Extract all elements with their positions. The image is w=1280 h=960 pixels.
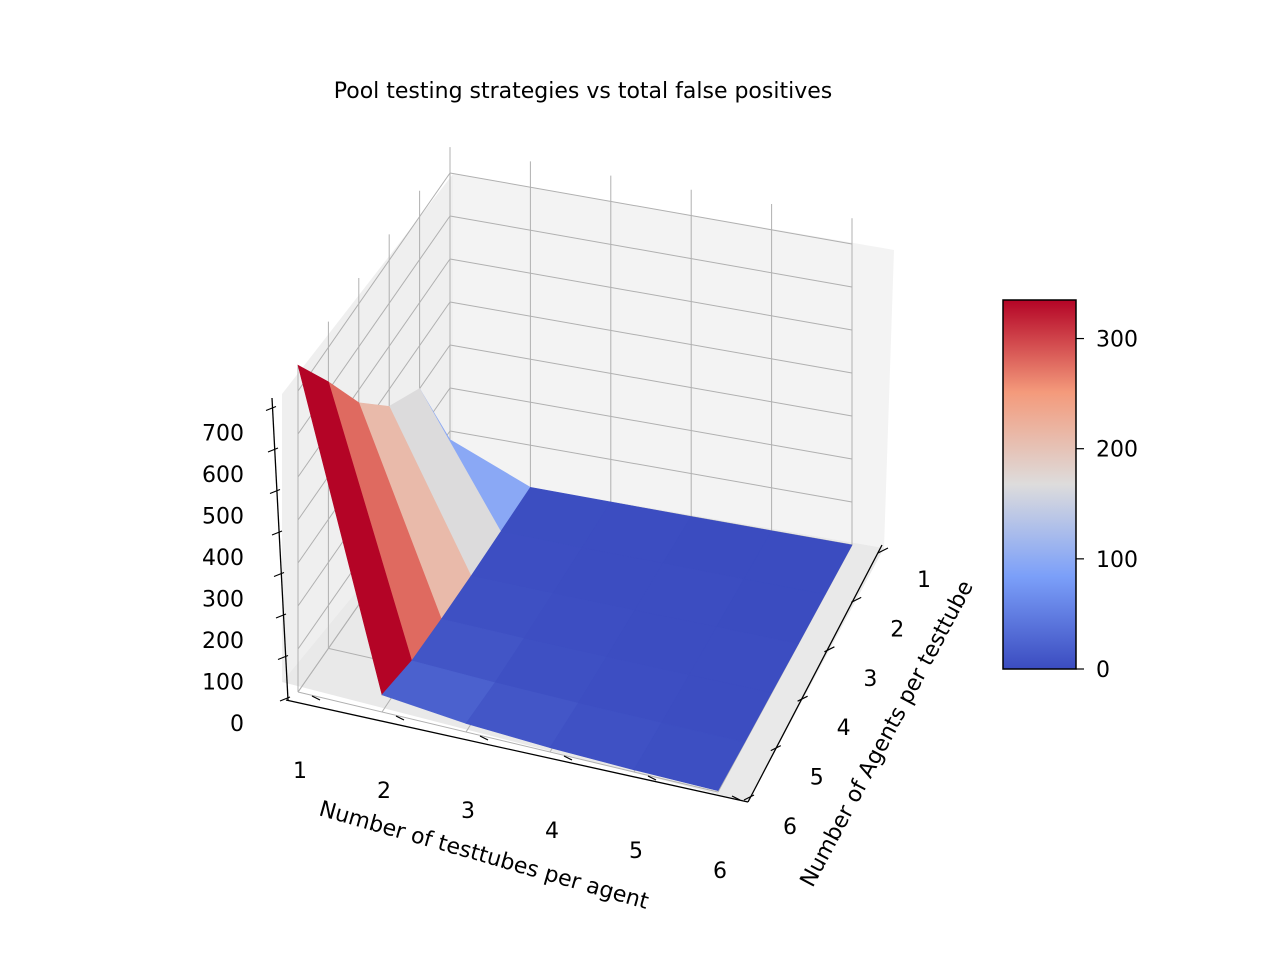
z-tick-label: 0	[230, 712, 244, 737]
grid-line	[449, 387, 853, 460]
y-tick	[850, 596, 862, 603]
y-tick	[824, 646, 835, 653]
z-tick	[269, 488, 281, 495]
z-tick-label: 400	[202, 546, 244, 571]
z-tick	[279, 696, 291, 702]
z-axis-line	[271, 397, 289, 701]
grid-line	[297, 172, 451, 392]
y-tick-label: 3	[863, 667, 877, 692]
x-tick	[395, 715, 405, 721]
z-tick	[267, 447, 279, 453]
z-tick-label: 100	[202, 671, 244, 696]
back-pane-right	[453, 174, 894, 548]
x-tick-label: 5	[629, 839, 643, 864]
x-tick	[479, 735, 489, 741]
x-tick	[647, 775, 657, 781]
y-tick-label: 1	[917, 568, 931, 593]
y-tick	[877, 547, 889, 554]
y-axis-line	[747, 544, 883, 803]
z-tick-label: 200	[202, 629, 244, 654]
grid-line	[449, 258, 853, 331]
grid-line	[449, 172, 853, 245]
z-tick	[275, 613, 287, 619]
grid-line	[297, 691, 719, 793]
z-tick	[277, 654, 289, 661]
colorbar-tick-label: 0	[1096, 658, 1110, 683]
grid-line	[449, 430, 853, 503]
y-tick-label: 6	[783, 815, 797, 840]
grid-line	[449, 301, 853, 374]
chart-title: Pool testing strategies vs total false p…	[334, 79, 832, 104]
z-tick-label: 500	[202, 505, 244, 530]
y-tick	[743, 794, 755, 801]
z-tick	[273, 571, 285, 578]
surface-patch	[633, 722, 746, 792]
x-tick	[731, 795, 741, 801]
z-tick	[271, 530, 283, 536]
z-tick	[265, 405, 277, 412]
colorbar	[1002, 299, 1077, 670]
x-tick-label: 4	[545, 819, 559, 844]
colorbar-tick-label: 200	[1096, 438, 1138, 463]
x-tick-label: 3	[461, 799, 475, 824]
x-axis-label: Number of testtubes per agent	[316, 797, 651, 915]
x-tick	[563, 755, 573, 761]
x-tick-label: 2	[377, 779, 391, 804]
colorbar-tick-label: 300	[1096, 328, 1138, 353]
y-tick	[770, 745, 782, 752]
y-tick-label: 2	[890, 617, 904, 642]
y-tick-label: 4	[837, 716, 851, 741]
x-tick-label: 6	[713, 859, 727, 884]
y-tick-label: 5	[810, 766, 824, 791]
grid-line	[449, 344, 853, 417]
colorbar-ticks: 0 100 200 300	[1076, 328, 1138, 683]
x-tick-label: 1	[293, 759, 307, 784]
x-axis-line	[285, 699, 749, 803]
x-tick	[311, 695, 321, 701]
grid-line	[449, 215, 853, 288]
z-tick-label: 600	[202, 463, 244, 488]
surface	[297, 364, 853, 792]
z-tick-label: 700	[202, 422, 244, 447]
colorbar-tick-label: 100	[1096, 548, 1138, 573]
y-tick	[797, 695, 808, 702]
z-tick-label: 300	[202, 588, 244, 613]
